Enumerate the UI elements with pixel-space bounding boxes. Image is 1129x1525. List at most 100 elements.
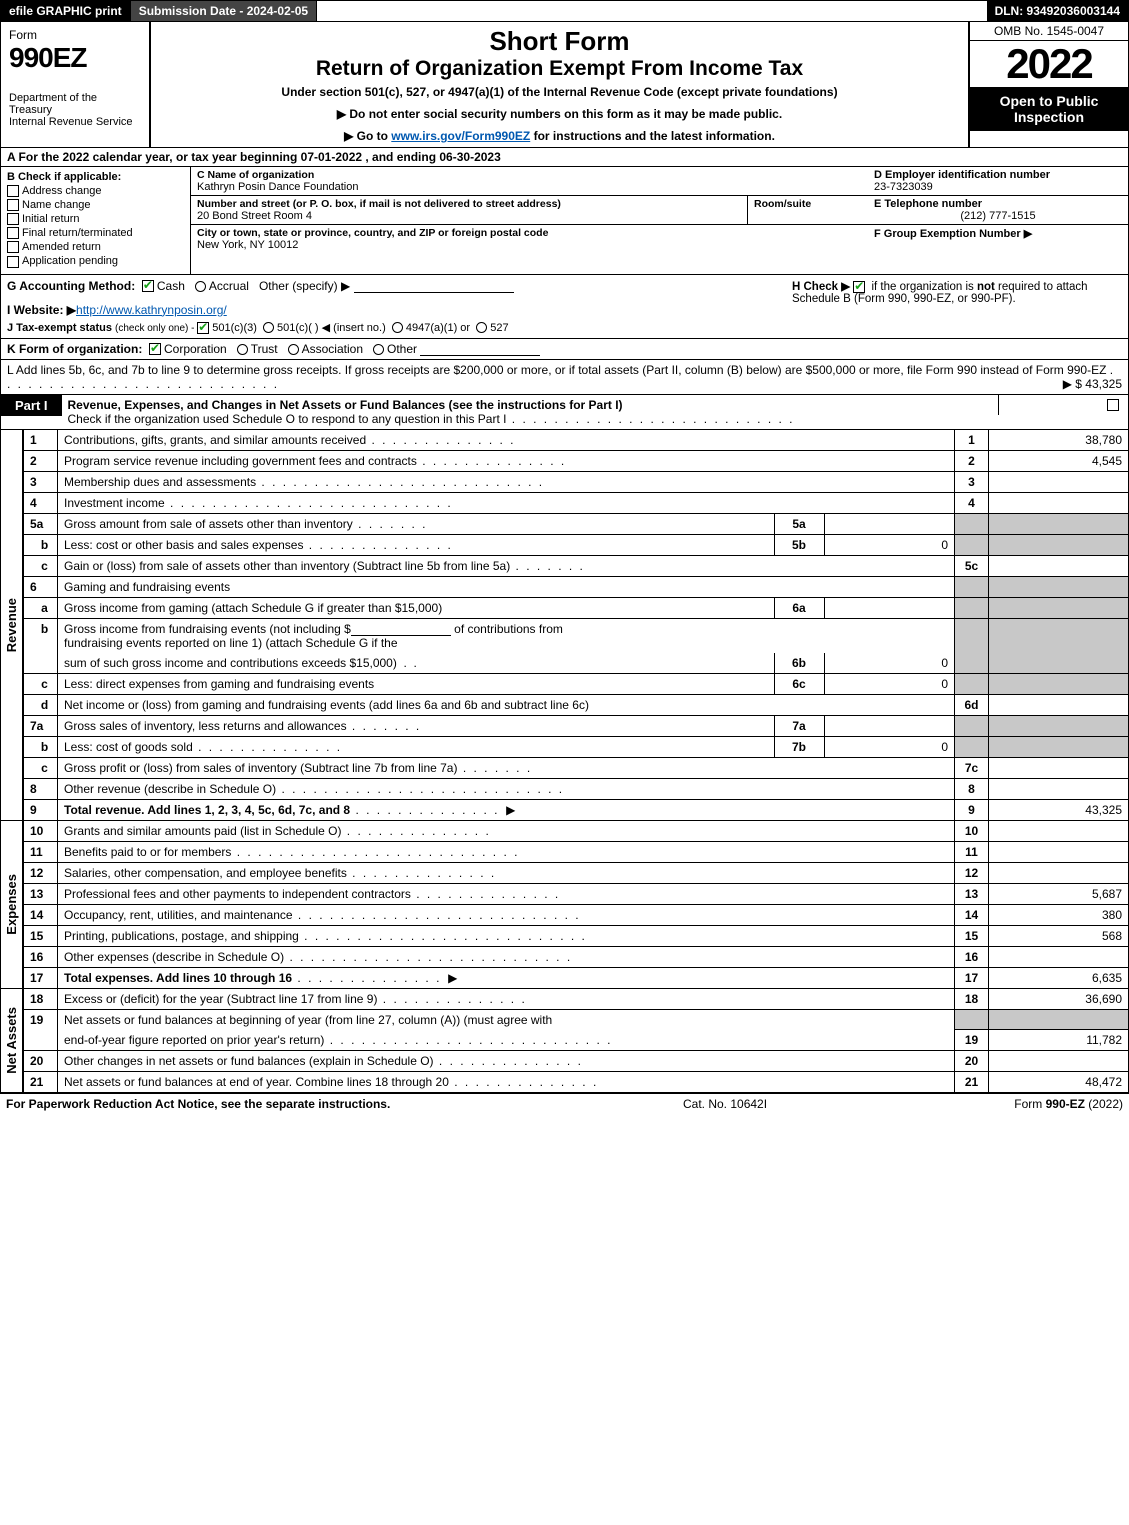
line-19b: end-of-year figure reported on prior yea… — [24, 1030, 1129, 1051]
org-city: New York, NY 10012 — [197, 239, 862, 251]
efile-label: efile GRAPHIC print — [1, 1, 131, 21]
part1-header: Part I Revenue, Expenses, and Changes in… — [0, 395, 1129, 430]
revenue-vlabel: Revenue — [2, 594, 21, 656]
section-c: C Name of organization Kathryn Posin Dan… — [191, 167, 868, 274]
chk-amended-return[interactable]: Amended return — [7, 241, 184, 253]
chk-501c[interactable] — [263, 322, 274, 333]
page-footer: For Paperwork Reduction Act Notice, see … — [0, 1093, 1129, 1114]
c-city-label: City or town, state or province, country… — [197, 227, 862, 239]
chk-corporation[interactable] — [149, 343, 161, 355]
c-name-label: C Name of organization — [197, 169, 862, 181]
line-6: 6Gaming and fundraising events — [24, 576, 1129, 597]
line-12: 12Salaries, other compensation, and empl… — [24, 862, 1129, 883]
line-7c: cGross profit or (loss) from sales of in… — [24, 757, 1129, 778]
form-ref: Form 990-EZ (2022) — [943, 1097, 1123, 1111]
line-5a: 5aGross amount from sale of assets other… — [24, 513, 1129, 534]
chk-final-return[interactable]: Final return/terminated — [7, 227, 184, 239]
line-20: 20Other changes in net assets or fund ba… — [24, 1051, 1129, 1072]
chk-trust[interactable] — [237, 344, 248, 355]
chk-application-pending[interactable]: Application pending — [7, 255, 184, 267]
line-6b: bGross income from fundraising events (n… — [24, 618, 1129, 653]
line-a: A For the 2022 calendar year, or tax yea… — [0, 148, 1129, 167]
cat-no: Cat. No. 10642I — [683, 1097, 943, 1111]
other-specify-field[interactable] — [354, 292, 514, 293]
line-18: 18Excess or (deficit) for the year (Subt… — [24, 989, 1129, 1010]
subtitle-section: Under section 501(c), 527, or 4947(a)(1)… — [159, 85, 960, 99]
dln-label: DLN: 93492036003144 — [987, 1, 1128, 21]
part1-title: Revenue, Expenses, and Changes in Net As… — [68, 398, 623, 412]
other-org-field[interactable] — [420, 355, 540, 356]
line-14: 14Occupancy, rent, utilities, and mainte… — [24, 904, 1129, 925]
section-b: B Check if applicable: Address change Na… — [1, 167, 191, 274]
chk-other[interactable] — [373, 344, 384, 355]
line-h: H Check ▶ if the organization is not req… — [792, 279, 1122, 334]
chk-address-change[interactable]: Address change — [7, 185, 184, 197]
e-label: E Telephone number — [874, 198, 1122, 210]
line-1: 1Contributions, gifts, grants, and simil… — [24, 430, 1129, 451]
website-link[interactable]: http://www.kathrynposin.org/ — [76, 303, 227, 317]
line-5b: bLess: cost or other basis and sales exp… — [24, 534, 1129, 555]
line-k: K Form of organization: Corporation Trus… — [0, 339, 1129, 360]
omb-number: OMB No. 1545-0047 — [970, 22, 1128, 41]
line-10: 10Grants and similar amounts paid (list … — [24, 821, 1129, 842]
d-label: D Employer identification number — [874, 169, 1122, 181]
expenses-vlabel: Expenses — [2, 870, 21, 939]
org-name: Kathryn Posin Dance Foundation — [197, 181, 862, 193]
chk-initial-return[interactable]: Initial return — [7, 213, 184, 225]
line-6a: aGross income from gaming (attach Schedu… — [24, 597, 1129, 618]
line-l: L Add lines 5b, 6c, and 7b to line 9 to … — [0, 360, 1129, 395]
irs-link[interactable]: www.irs.gov/Form990EZ — [391, 129, 530, 143]
chk-name-change[interactable]: Name change — [7, 199, 184, 211]
submission-date: Submission Date - 2024-02-05 — [131, 1, 317, 21]
part1-checkline: Check if the organization used Schedule … — [68, 412, 507, 426]
expenses-section: Expenses 10Grants and similar amounts pa… — [0, 821, 1129, 989]
line-6d: dNet income or (loss) from gaming and fu… — [24, 694, 1129, 715]
line-15: 15Printing, publications, postage, and s… — [24, 925, 1129, 946]
top-bar: efile GRAPHIC print Submission Date - 20… — [0, 0, 1129, 22]
line-11: 11Benefits paid to or for members11 — [24, 841, 1129, 862]
form-word: Form — [9, 28, 141, 42]
tax-year: 2022 — [970, 41, 1128, 87]
block-b-to-f: B Check if applicable: Address change Na… — [0, 167, 1129, 275]
section-def: D Employer identification number 23-7323… — [868, 167, 1128, 274]
netassets-table: 18Excess or (deficit) for the year (Subt… — [23, 989, 1129, 1094]
open-to-public: Open to Public Inspection — [970, 87, 1128, 131]
line-8: 8Other revenue (describe in Schedule O)8 — [24, 778, 1129, 799]
line-i: I Website: ▶http://www.kathrynposin.org/ — [7, 303, 792, 317]
instruction-ssn: ▶ Do not enter social security numbers o… — [159, 107, 960, 121]
part1-label: Part I — [1, 395, 62, 416]
line-9: 9Total revenue. Add lines 1, 2, 3, 4, 5c… — [24, 799, 1129, 820]
line-16: 16Other expenses (describe in Schedule O… — [24, 946, 1129, 967]
line-17: 17Total expenses. Add lines 10 through 1… — [24, 967, 1129, 988]
revenue-table: 1Contributions, gifts, grants, and simil… — [23, 430, 1129, 821]
netassets-section: Net Assets 18Excess or (deficit) for the… — [0, 989, 1129, 1094]
paperwork-notice: For Paperwork Reduction Act Notice, see … — [6, 1097, 683, 1111]
chk-h[interactable] — [853, 281, 865, 293]
chk-association[interactable] — [288, 344, 299, 355]
org-street: 20 Bond Street Room 4 — [197, 210, 741, 222]
header-right: OMB No. 1545-0047 2022 Open to Public In… — [968, 22, 1128, 147]
form-header: Form 990EZ Department of the Treasury In… — [0, 22, 1129, 148]
line-j: J Tax-exempt status (check only one) - 5… — [7, 321, 792, 334]
title-return: Return of Organization Exempt From Incom… — [159, 57, 960, 81]
c-street-label: Number and street (or P. O. box, if mail… — [197, 198, 741, 210]
chk-schedule-o[interactable] — [1107, 399, 1119, 411]
line-l-amount: ▶ $ 43,325 — [1063, 377, 1122, 391]
chk-cash[interactable] — [142, 280, 154, 292]
row-g-h: G Accounting Method: Cash Accrual Other … — [0, 275, 1129, 339]
header-left: Form 990EZ Department of the Treasury In… — [1, 22, 151, 147]
dept-treasury: Department of the Treasury Internal Reve… — [9, 92, 141, 128]
chk-501c3[interactable] — [197, 322, 209, 334]
line-21: 21Net assets or fund balances at end of … — [24, 1072, 1129, 1093]
netassets-vlabel: Net Assets — [2, 1003, 21, 1078]
chk-527[interactable] — [476, 322, 487, 333]
line-6c: cLess: direct expenses from gaming and f… — [24, 673, 1129, 694]
line-13: 13Professional fees and other payments t… — [24, 883, 1129, 904]
instruction-goto: ▶ Go to www.irs.gov/Form990EZ for instru… — [159, 129, 960, 143]
line-7b: bLess: cost of goods sold7b0 — [24, 736, 1129, 757]
line-g: G Accounting Method: Cash Accrual Other … — [7, 279, 792, 293]
chk-4947[interactable] — [392, 322, 403, 333]
line-7a: 7aGross sales of inventory, less returns… — [24, 715, 1129, 736]
chk-accrual[interactable] — [195, 281, 206, 292]
part1-checkbox-cell — [998, 395, 1128, 415]
